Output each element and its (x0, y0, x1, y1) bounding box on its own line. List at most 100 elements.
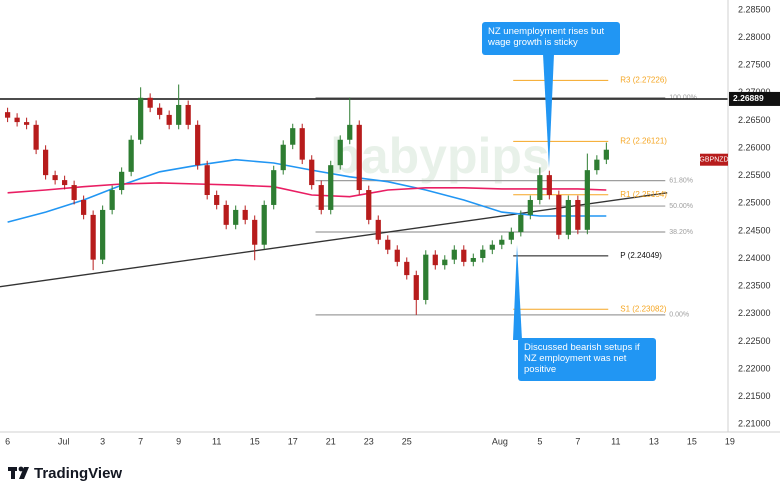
candle-body (318, 185, 324, 210)
candle-body (404, 261, 410, 276)
candle-body (508, 232, 514, 240)
watermark: babypips (330, 128, 549, 184)
candle-body (185, 104, 191, 125)
candle-body (461, 249, 467, 262)
x-tick-label: Jul (58, 436, 70, 446)
x-tick-label: 15 (687, 436, 697, 446)
candle-body (4, 112, 11, 118)
candle-body (195, 124, 201, 166)
symbol-tag (700, 153, 728, 166)
candle-body (100, 209, 106, 260)
candle-body (375, 219, 381, 240)
fib-label: 50.00% (669, 203, 693, 210)
candle-body (546, 175, 552, 196)
candle-body (81, 199, 87, 215)
x-tick-label: 23 (364, 436, 374, 446)
pivot-label: R3 (2.27226) (620, 75, 667, 84)
candle-body (271, 170, 277, 205)
candle-body (584, 170, 590, 230)
candle-body (242, 209, 248, 220)
trendline (0, 192, 668, 288)
candle-body (480, 249, 486, 258)
candle-body (147, 97, 153, 108)
pivot-label: P (2.24049) (620, 251, 662, 260)
y-tick-label: 2.24000 (738, 253, 771, 263)
price-tag-label: 2.26889 (733, 93, 764, 103)
y-tick-label: 2.21500 (738, 391, 771, 401)
candle-body (138, 97, 144, 140)
y-tick-label: 2.28500 (738, 4, 771, 14)
x-tick-label: 3 (100, 436, 105, 446)
y-tick-label: 2.22500 (738, 336, 771, 346)
candle-body (309, 159, 315, 186)
x-tick-label: 9 (176, 436, 181, 446)
y-tick-label: 2.26500 (738, 115, 771, 125)
candle-body (366, 190, 372, 220)
x-tick-label: 25 (402, 436, 412, 446)
y-tick-label: 2.25000 (738, 198, 771, 208)
symbol-tag-label: GBPNZD (699, 157, 728, 164)
x-tick-label: 13 (649, 436, 659, 446)
candle-body (90, 214, 96, 260)
candle-body (394, 249, 400, 262)
x-tick-label: Aug (492, 436, 508, 446)
y-tick-label: 2.24500 (738, 225, 771, 235)
candle-body (337, 139, 343, 166)
candle-body (518, 214, 524, 233)
pivot-label: R2 (2.26121) (620, 136, 667, 145)
y-tick-label: 2.27500 (738, 60, 771, 70)
candle-body (62, 180, 68, 186)
callout-box (482, 22, 620, 55)
candle-body (413, 275, 419, 300)
x-tick-label: 17 (288, 436, 298, 446)
candle-body (252, 219, 258, 245)
candle-body (109, 190, 115, 210)
candle-body (204, 165, 210, 196)
x-tick-label: 7 (138, 436, 143, 446)
annotation: NZ unemployment rises but wage growth is… (488, 26, 605, 48)
y-tick-label: 2.21000 (738, 419, 771, 429)
y-tick-label: 2.28000 (738, 32, 771, 42)
candle-body (527, 199, 533, 215)
candle-body (52, 175, 58, 181)
y-tick-label: 2.23500 (738, 281, 771, 291)
candle-body (299, 128, 305, 160)
candle-body (537, 175, 543, 200)
candle-body (451, 249, 457, 260)
candle-body (261, 204, 267, 245)
candle-body (71, 185, 77, 200)
brand: TradingView (34, 465, 122, 482)
candle-body (290, 128, 296, 145)
callout-box (518, 338, 656, 381)
candle-body (33, 124, 39, 150)
candle-body (442, 259, 448, 266)
candle-body (128, 139, 134, 172)
candle-body (432, 254, 438, 266)
x-tick-label: 15 (250, 436, 260, 446)
candle-body (489, 244, 495, 250)
pivot-label: S1 (2.23082) (620, 304, 667, 313)
x-tick-label: 11 (212, 436, 221, 446)
fib-label: 61.80% (669, 177, 693, 184)
candle-body (280, 144, 286, 171)
callout-arrow (513, 245, 522, 340)
y-tick-label: 2.22000 (738, 363, 771, 373)
fib-label: 38.20% (669, 229, 693, 236)
candle-body (328, 165, 334, 210)
candle-body (594, 159, 600, 171)
candle-body (166, 114, 172, 125)
candle-body (575, 199, 581, 230)
logo (8, 466, 29, 479)
candle-body (603, 149, 609, 160)
callout-arrow (543, 54, 554, 168)
x-tick-label: 11 (611, 436, 620, 446)
candle-body (157, 107, 163, 115)
fib-label: 100.00% (669, 95, 697, 102)
candle-body (14, 117, 20, 123)
candle-body (423, 254, 429, 300)
candle-body (556, 195, 562, 235)
x-tick-label: 21 (326, 436, 336, 446)
candle-body (385, 239, 391, 250)
